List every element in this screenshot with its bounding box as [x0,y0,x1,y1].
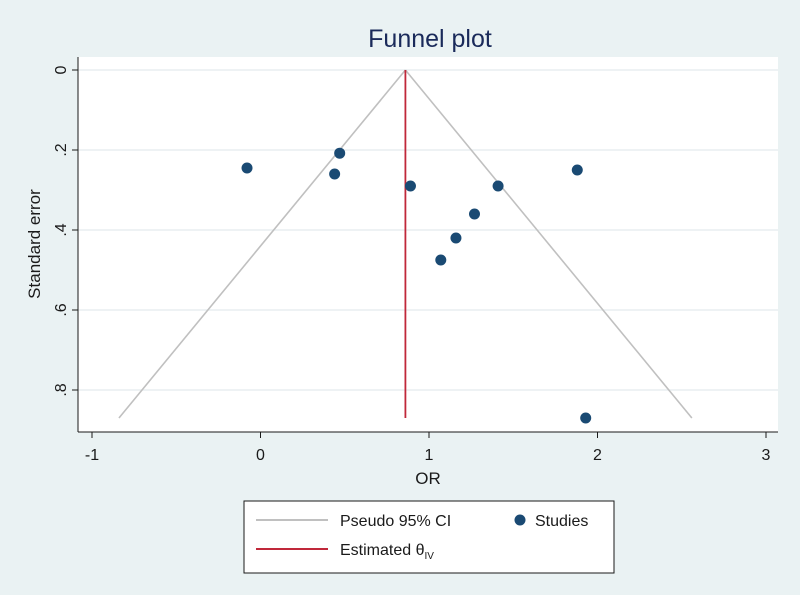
legend-studies-swatch [514,514,526,526]
legend-estimate-label: Estimated θIV [340,542,434,562]
y-tick-label-1: .2 [53,143,70,156]
study-point-5 [571,164,583,176]
study-point-1 [334,147,346,159]
legend-studies-label: Studies [535,513,588,530]
study-point-6 [468,208,480,220]
x-axis-title: OR [415,469,441,488]
study-point-3 [404,180,416,192]
ci-line-left [118,69,407,419]
grid-lines [78,69,778,391]
study-point-9 [580,412,592,424]
legend-estimate-label-main: Estimated θ [340,542,425,559]
y-axis-title: Standard error [25,189,44,299]
legend-estimate-label-sub: IV [424,551,434,562]
ci-line-right [404,69,693,419]
study-point-2 [329,168,341,180]
y-axis-ticks: 0 .2 .4 .6 .8 [53,65,78,397]
legend: Pseudo 95% CI Studies Estimated θIV [243,500,615,574]
x-tick-label-2: 1 [425,447,434,464]
study-point-8 [435,254,447,266]
legend-ci-label: Pseudo 95% CI [340,513,451,530]
study-point-4 [492,180,504,192]
x-tick-label-3: 2 [593,447,602,464]
study-points [241,147,592,424]
y-tick-label-3: .6 [53,303,70,316]
x-tick-label-1: 0 [256,447,265,464]
y-tick-label-0: 0 [53,65,70,74]
study-point-0 [241,162,253,174]
legend-box [243,500,615,574]
x-tick-label-0: -1 [85,447,99,464]
study-point-7 [450,232,462,244]
plot-area [78,57,778,432]
x-tick-label-4: 3 [762,447,771,464]
chart-title: Funnel plot [368,25,492,53]
pseudo-ci-lines [118,69,693,419]
y-tick-label-2: .4 [53,223,70,236]
x-axis-ticks: -1 0 1 2 3 [85,432,771,464]
y-tick-label-4: .8 [53,383,70,396]
